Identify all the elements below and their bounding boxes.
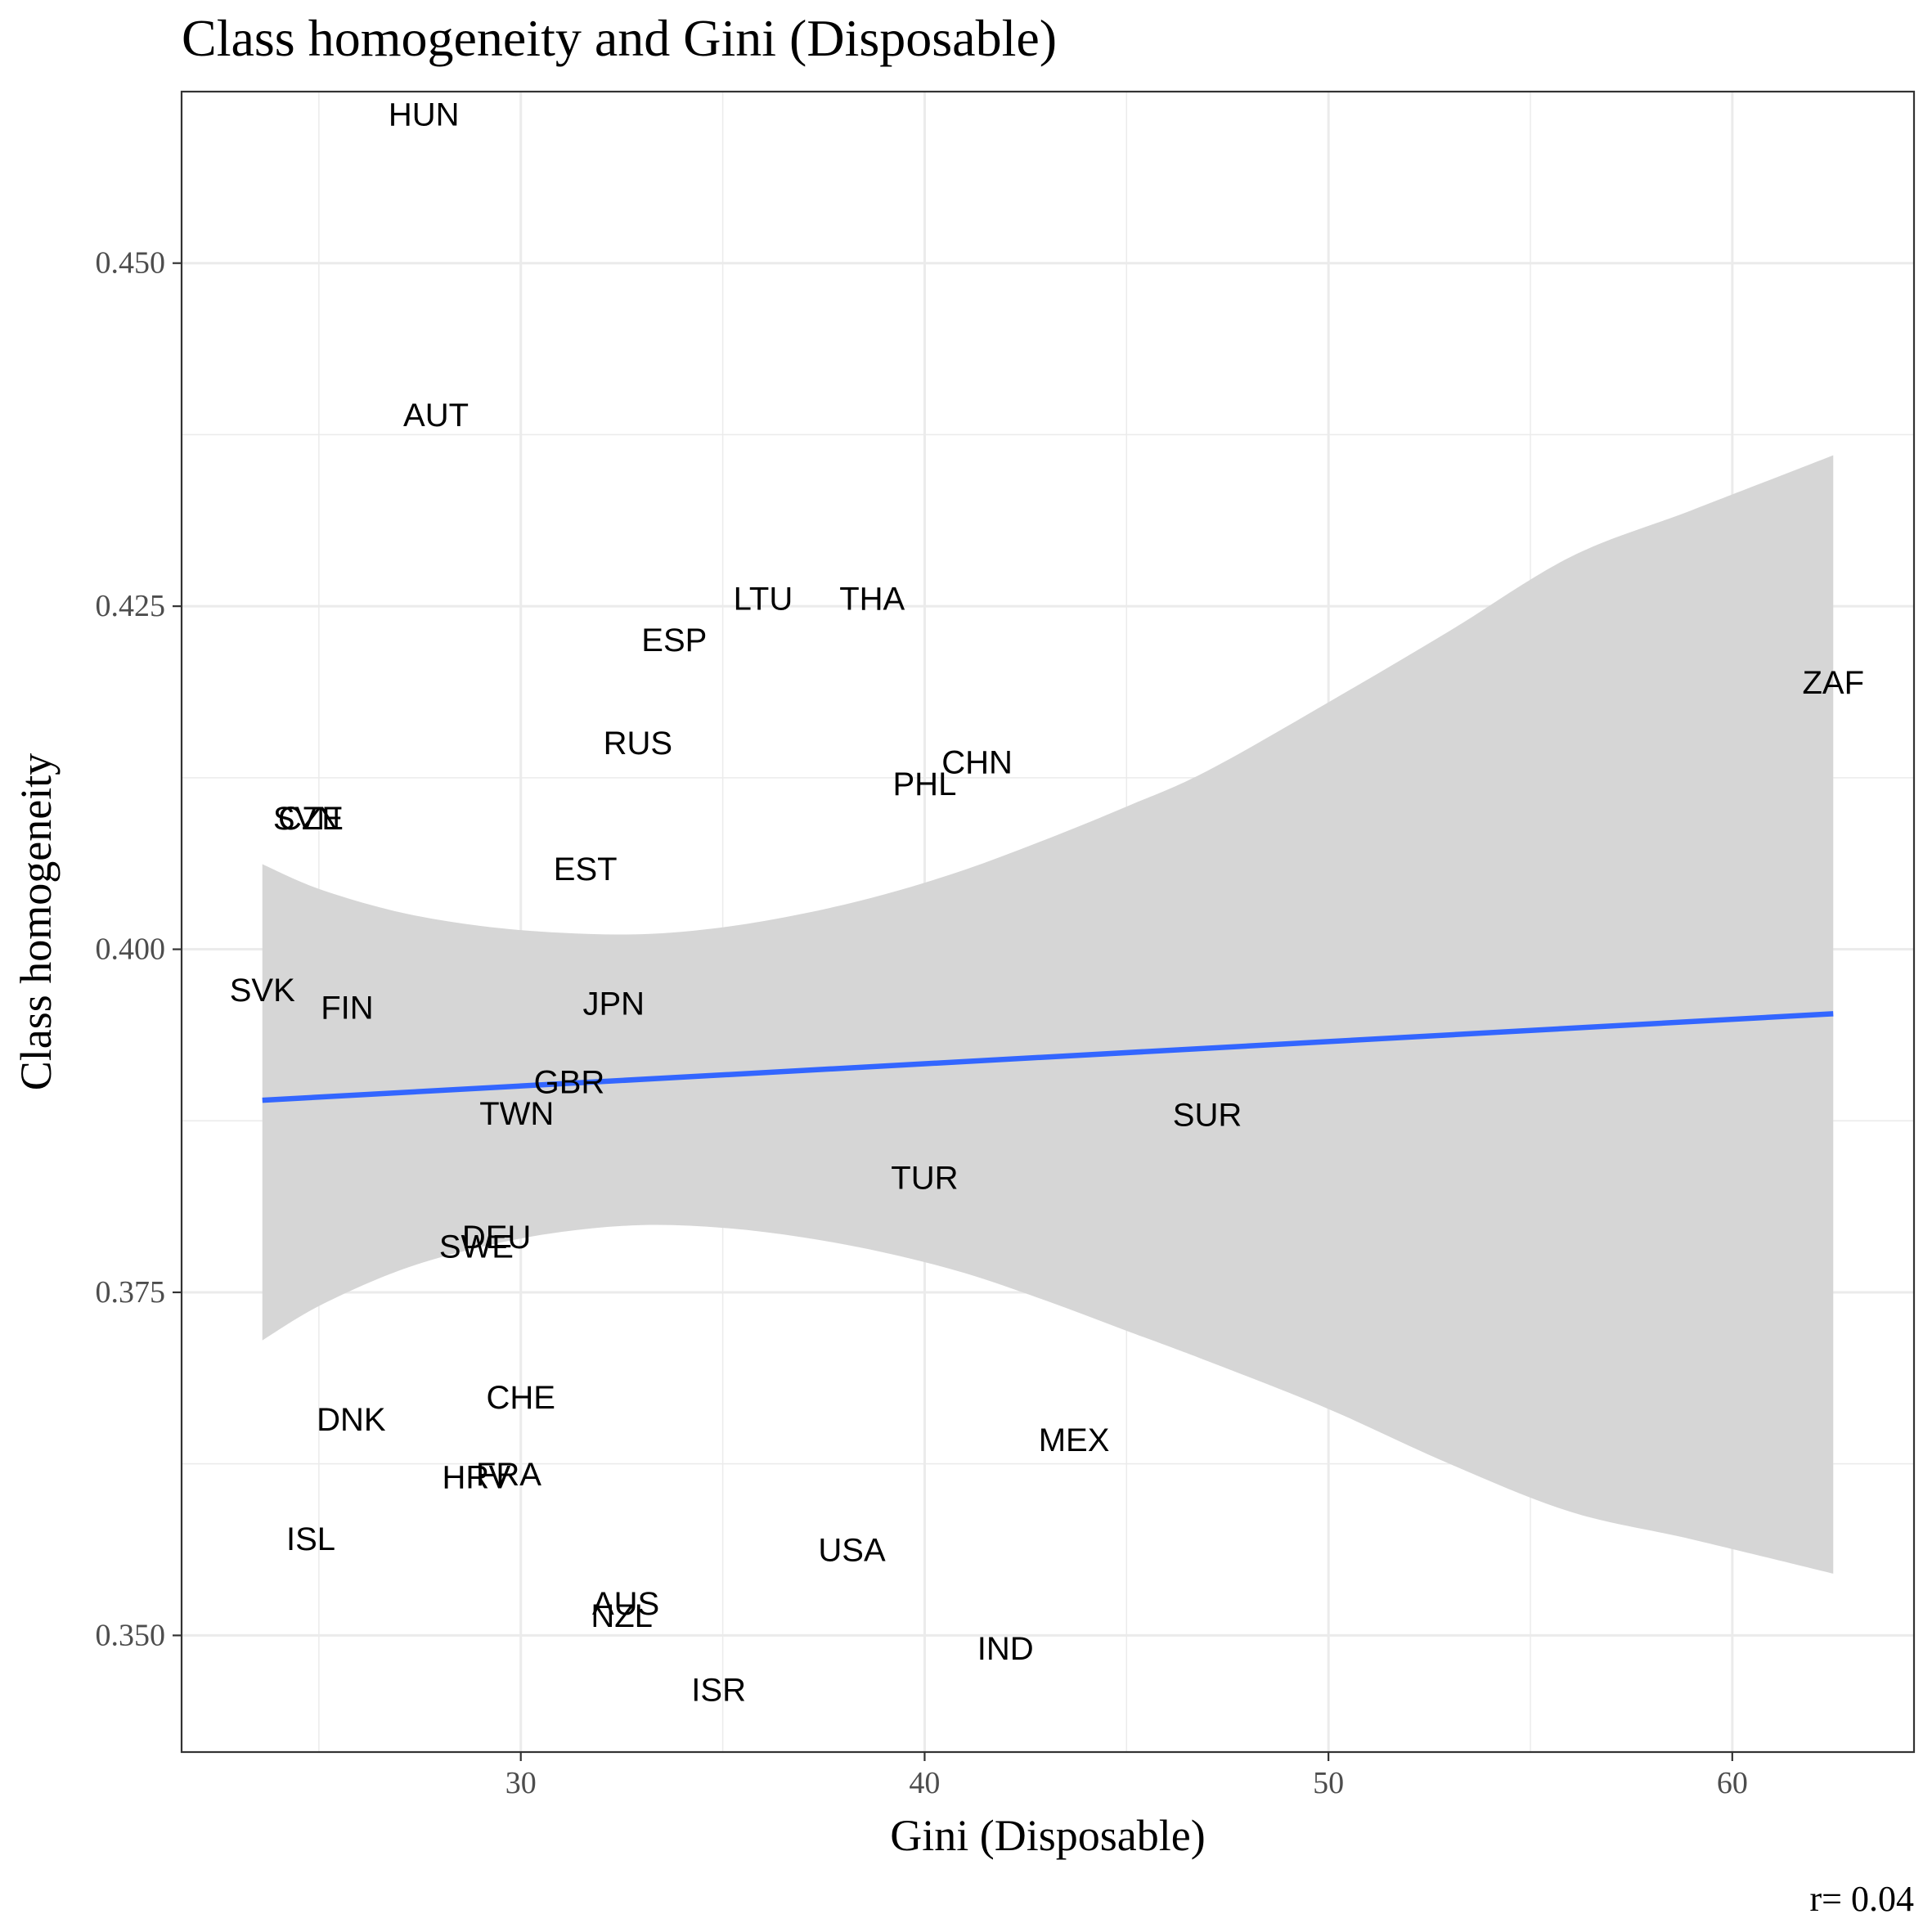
x-tick-label: 40 [909, 1766, 940, 1800]
point-label-phl: PHL [893, 766, 957, 802]
y-tick-label: 0.450 [96, 246, 166, 281]
x-tick-label: 30 [505, 1766, 537, 1800]
regression-line [262, 1011, 1834, 1103]
point-label-svn: SVN [273, 801, 340, 837]
point-label-dnk: DNK [317, 1402, 386, 1438]
point-label-ltu: LTU [734, 582, 793, 618]
point-label-tur: TUR [891, 1161, 958, 1197]
x-tick-label: 50 [1313, 1766, 1344, 1800]
point-label-che: CHE [486, 1380, 555, 1416]
chart-title: Class homogeneity and Gini (Disposable) [182, 9, 1057, 67]
point-label-mex: MEX [1039, 1422, 1110, 1458]
point-label-hrv: HRV [443, 1459, 511, 1495]
y-tick-label: 0.425 [96, 589, 166, 623]
point-label-svk: SVK [230, 973, 295, 1009]
point-label-aus: AUS [592, 1586, 659, 1622]
x-tick-label: 60 [1717, 1766, 1748, 1800]
point-label-tha: THA [839, 582, 905, 618]
point-label-est: EST [554, 851, 618, 887]
point-label-aut: AUT [403, 398, 469, 434]
y-axis-tick-labels: 0.350 0.375 0.400 0.425 0.450 [96, 246, 166, 1653]
point-label-ind: IND [977, 1631, 1034, 1667]
point-label-isr: ISR [691, 1673, 746, 1709]
axis-ticks [173, 262, 1733, 1761]
point-label-sur: SUR [1173, 1098, 1242, 1134]
point-label-esp: ESP [641, 622, 707, 658]
point-label-usa: USA [818, 1532, 886, 1568]
y-tick-label: 0.375 [96, 1275, 166, 1310]
panel-border [180, 90, 1916, 1754]
point-label-swe: SWE [439, 1229, 514, 1265]
point-label-chn: CHN [941, 744, 1013, 780]
point-label-fra: FRA [476, 1457, 541, 1493]
point-label-zaf: ZAF [1802, 665, 1864, 701]
regression-line-segment [262, 1011, 1834, 1103]
x-axis-tick-labels: 30 40 50 60 [505, 1766, 1748, 1800]
point-label-fin: FIN [321, 991, 373, 1027]
correlation-caption: r= 0.04 [1810, 1879, 1914, 1919]
y-axis-title: Class homogeneity [11, 753, 61, 1090]
point-label-cze: CZE [278, 801, 344, 837]
y-tick-label: 0.350 [96, 1618, 166, 1652]
point-label-nzl: NZL [591, 1598, 653, 1634]
point-label-gbr: GBR [534, 1064, 605, 1100]
confidence-band [262, 455, 1834, 1574]
point-label-jpn: JPN [582, 986, 645, 1022]
point-label-deu: DEU [462, 1220, 531, 1256]
point-label-rus: RUS [604, 726, 672, 762]
y-tick-label: 0.400 [96, 932, 166, 967]
point-label-isl: ISL [286, 1521, 335, 1557]
point-label-hun: HUN [389, 97, 460, 133]
point-label-twn: TWN [479, 1096, 554, 1132]
confidence-band-area [262, 455, 1834, 1574]
x-axis-title: Gini (Disposable) [890, 1811, 1205, 1860]
